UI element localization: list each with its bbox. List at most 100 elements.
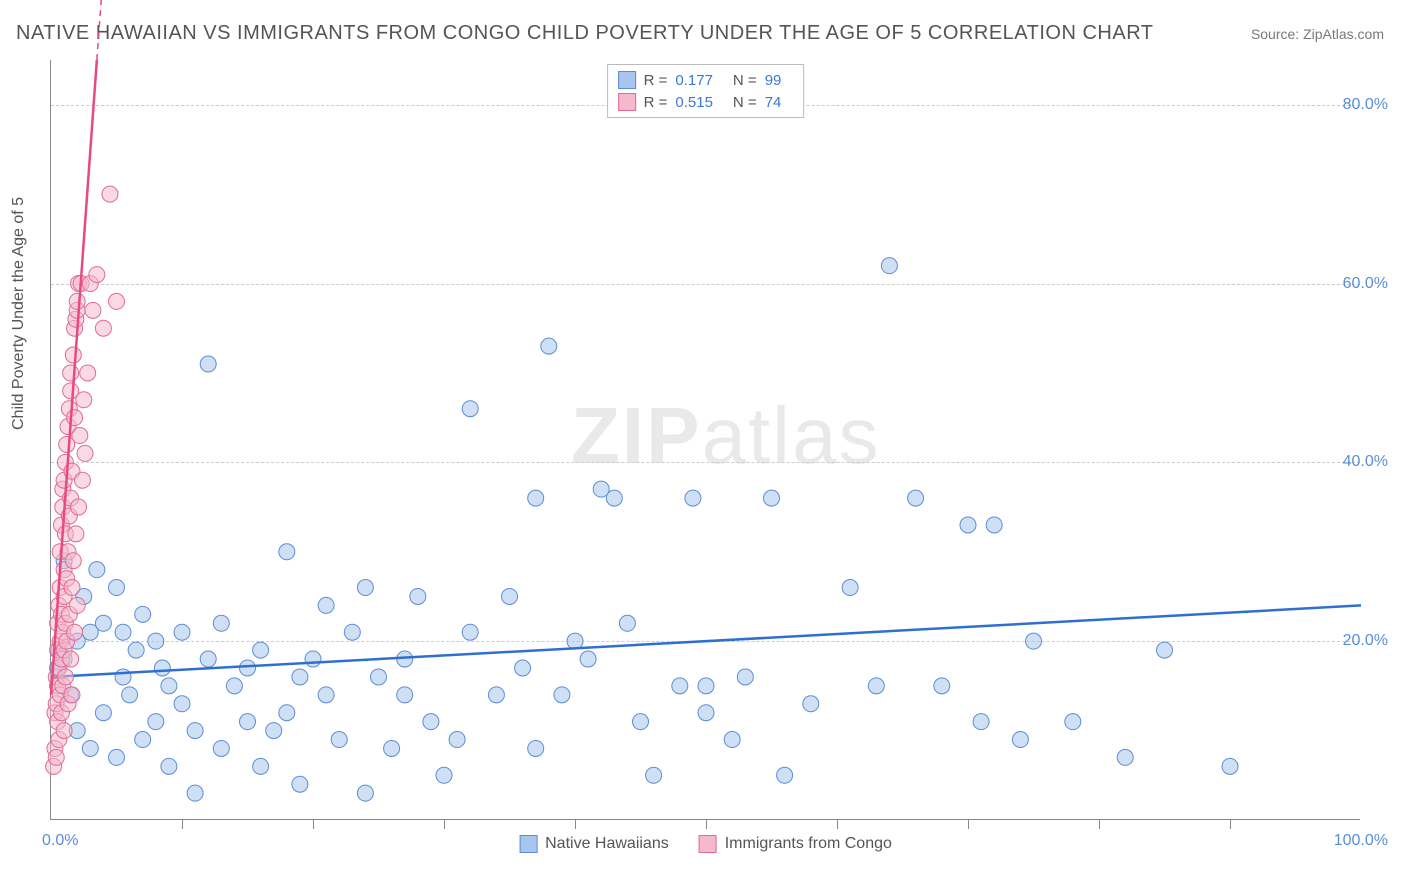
data-point bbox=[85, 302, 101, 318]
data-point bbox=[554, 687, 570, 703]
data-point bbox=[71, 499, 87, 515]
data-point bbox=[135, 606, 151, 622]
legend-row-2: R = 0.515 N = 74 bbox=[618, 91, 794, 113]
data-point bbox=[803, 696, 819, 712]
data-point bbox=[266, 723, 282, 739]
data-point bbox=[410, 588, 426, 604]
chart-svg bbox=[51, 60, 1360, 819]
data-point bbox=[115, 669, 131, 685]
legend-label-2: Immigrants from Congo bbox=[725, 835, 892, 853]
data-point bbox=[528, 490, 544, 506]
x-max-label: 100.0% bbox=[1334, 832, 1388, 850]
data-point bbox=[63, 651, 79, 667]
data-point bbox=[154, 660, 170, 676]
data-point bbox=[1222, 758, 1238, 774]
data-point bbox=[292, 776, 308, 792]
data-point bbox=[128, 642, 144, 658]
data-point bbox=[68, 526, 84, 542]
data-point bbox=[161, 678, 177, 694]
y-tick-label: 40.0% bbox=[1343, 453, 1388, 471]
data-point bbox=[357, 785, 373, 801]
data-point bbox=[109, 293, 125, 309]
data-point bbox=[279, 705, 295, 721]
data-point bbox=[95, 615, 111, 631]
data-point bbox=[95, 320, 111, 336]
data-point bbox=[213, 615, 229, 631]
data-point bbox=[698, 705, 714, 721]
y-tick-label: 60.0% bbox=[1343, 275, 1388, 293]
legend-swatch-1 bbox=[519, 835, 537, 853]
data-point bbox=[148, 714, 164, 730]
y-tick-label: 80.0% bbox=[1343, 96, 1388, 114]
data-point bbox=[541, 338, 557, 354]
data-point bbox=[633, 714, 649, 730]
data-point bbox=[161, 758, 177, 774]
data-point bbox=[881, 258, 897, 274]
data-point bbox=[1026, 633, 1042, 649]
data-point bbox=[64, 580, 80, 596]
data-point bbox=[685, 490, 701, 506]
data-point bbox=[82, 740, 98, 756]
data-point bbox=[344, 624, 360, 640]
data-point bbox=[462, 401, 478, 417]
data-point bbox=[279, 544, 295, 560]
data-point bbox=[528, 740, 544, 756]
data-point bbox=[724, 732, 740, 748]
data-point bbox=[109, 580, 125, 596]
swatch-series-1 bbox=[618, 71, 636, 89]
legend-item-1: Native Hawaiians bbox=[519, 835, 669, 853]
data-point bbox=[397, 687, 413, 703]
n-label-2: N = bbox=[733, 94, 757, 111]
data-point bbox=[240, 714, 256, 730]
data-point bbox=[67, 624, 83, 640]
data-point bbox=[318, 687, 334, 703]
data-point bbox=[64, 687, 80, 703]
r-value-1: 0.177 bbox=[675, 72, 713, 89]
data-point bbox=[135, 732, 151, 748]
data-point bbox=[934, 678, 950, 694]
data-point bbox=[80, 365, 96, 381]
data-point bbox=[65, 553, 81, 569]
data-point bbox=[240, 660, 256, 676]
r-label-1: R = bbox=[644, 72, 668, 89]
data-point bbox=[213, 740, 229, 756]
data-point bbox=[115, 624, 131, 640]
data-point bbox=[462, 624, 478, 640]
data-point bbox=[48, 749, 64, 765]
data-point bbox=[200, 651, 216, 667]
data-point bbox=[292, 669, 308, 685]
r-label-2: R = bbox=[644, 94, 668, 111]
data-point bbox=[187, 723, 203, 739]
data-point bbox=[109, 749, 125, 765]
legend-row-1: R = 0.177 N = 99 bbox=[618, 69, 794, 91]
data-point bbox=[89, 562, 105, 578]
data-point bbox=[67, 410, 83, 426]
data-point bbox=[1157, 642, 1173, 658]
data-point bbox=[74, 472, 90, 488]
data-point bbox=[1012, 732, 1028, 748]
data-point bbox=[63, 365, 79, 381]
data-point bbox=[908, 490, 924, 506]
chart-container: NATIVE HAWAIIAN VS IMMIGRANTS FROM CONGO… bbox=[0, 0, 1406, 892]
data-point bbox=[305, 651, 321, 667]
data-point bbox=[986, 517, 1002, 533]
swatch-series-2 bbox=[618, 93, 636, 111]
data-point bbox=[868, 678, 884, 694]
data-point bbox=[698, 678, 714, 694]
data-point bbox=[89, 267, 105, 283]
data-point bbox=[764, 490, 780, 506]
data-point bbox=[580, 651, 596, 667]
n-label-1: N = bbox=[733, 72, 757, 89]
n-value-1: 99 bbox=[765, 72, 782, 89]
data-point bbox=[122, 687, 138, 703]
data-point bbox=[619, 615, 635, 631]
data-point bbox=[76, 392, 92, 408]
y-axis-label: Child Poverty Under the Age of 5 bbox=[10, 197, 28, 430]
data-point bbox=[174, 624, 190, 640]
data-point bbox=[57, 669, 73, 685]
legend-label-1: Native Hawaiians bbox=[545, 835, 669, 853]
data-point bbox=[384, 740, 400, 756]
data-point bbox=[331, 732, 347, 748]
legend-series: Native Hawaiians Immigrants from Congo bbox=[519, 835, 892, 853]
legend-swatch-2 bbox=[699, 835, 717, 853]
